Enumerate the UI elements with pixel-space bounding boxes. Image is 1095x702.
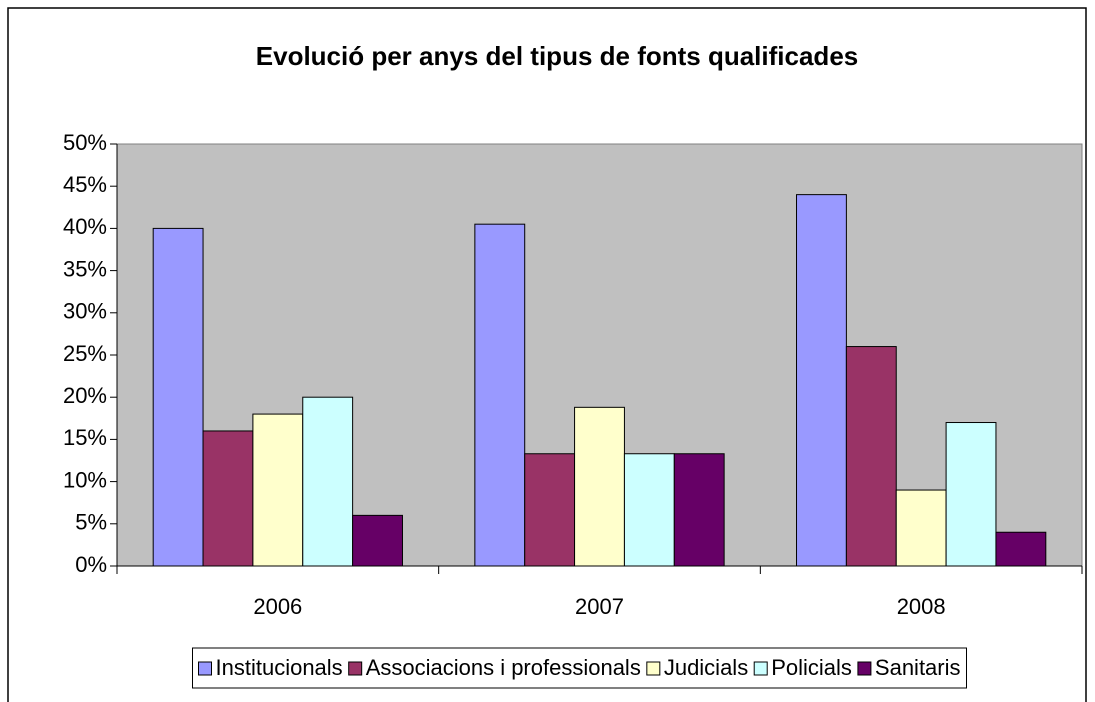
legend xyxy=(192,647,967,689)
legend-swatch xyxy=(198,661,212,676)
x-tick-label: 2006 xyxy=(253,594,302,619)
y-tick-label: 35% xyxy=(63,256,107,281)
y-tick-label: 25% xyxy=(63,341,107,366)
x-tick-label: 2008 xyxy=(897,594,946,619)
y-tick-label: 50% xyxy=(63,130,107,155)
legend-label: Sanitaris xyxy=(875,655,961,680)
bar xyxy=(152,227,204,567)
bar xyxy=(623,453,675,567)
legend-label: Associacions i professionals xyxy=(366,655,641,680)
bar xyxy=(352,514,403,567)
legend-swatch xyxy=(646,661,661,676)
y-tick-label: 0% xyxy=(75,552,107,577)
bar xyxy=(252,413,304,567)
bar xyxy=(524,453,576,567)
legend-label: Policials xyxy=(771,655,852,680)
legend-swatch xyxy=(348,661,363,676)
legend-label: Judicials xyxy=(664,655,748,680)
y-tick-label: 5% xyxy=(75,510,107,535)
bar xyxy=(945,422,997,567)
bar xyxy=(474,223,526,567)
bar xyxy=(796,194,847,567)
y-tick-label: 45% xyxy=(63,172,107,197)
legend-label: Institucionals xyxy=(216,655,343,680)
bar xyxy=(574,406,625,567)
y-tick-label: 30% xyxy=(63,299,107,324)
bar xyxy=(995,531,1047,567)
x-tick-label: 2007 xyxy=(575,594,624,619)
bar xyxy=(895,489,947,567)
y-tick-label: 10% xyxy=(63,467,107,492)
y-tick-label: 20% xyxy=(63,383,107,408)
chart-title: Evolució per anys del tipus de fonts qua… xyxy=(256,41,858,71)
bar xyxy=(673,453,725,567)
bar xyxy=(845,346,897,567)
y-tick-label: 40% xyxy=(63,214,107,239)
legend-swatch xyxy=(753,661,768,676)
bar xyxy=(302,396,354,567)
bar xyxy=(202,430,254,567)
chart-border xyxy=(7,7,1087,702)
y-tick-label: 15% xyxy=(63,425,107,450)
legend-swatch xyxy=(857,661,872,676)
